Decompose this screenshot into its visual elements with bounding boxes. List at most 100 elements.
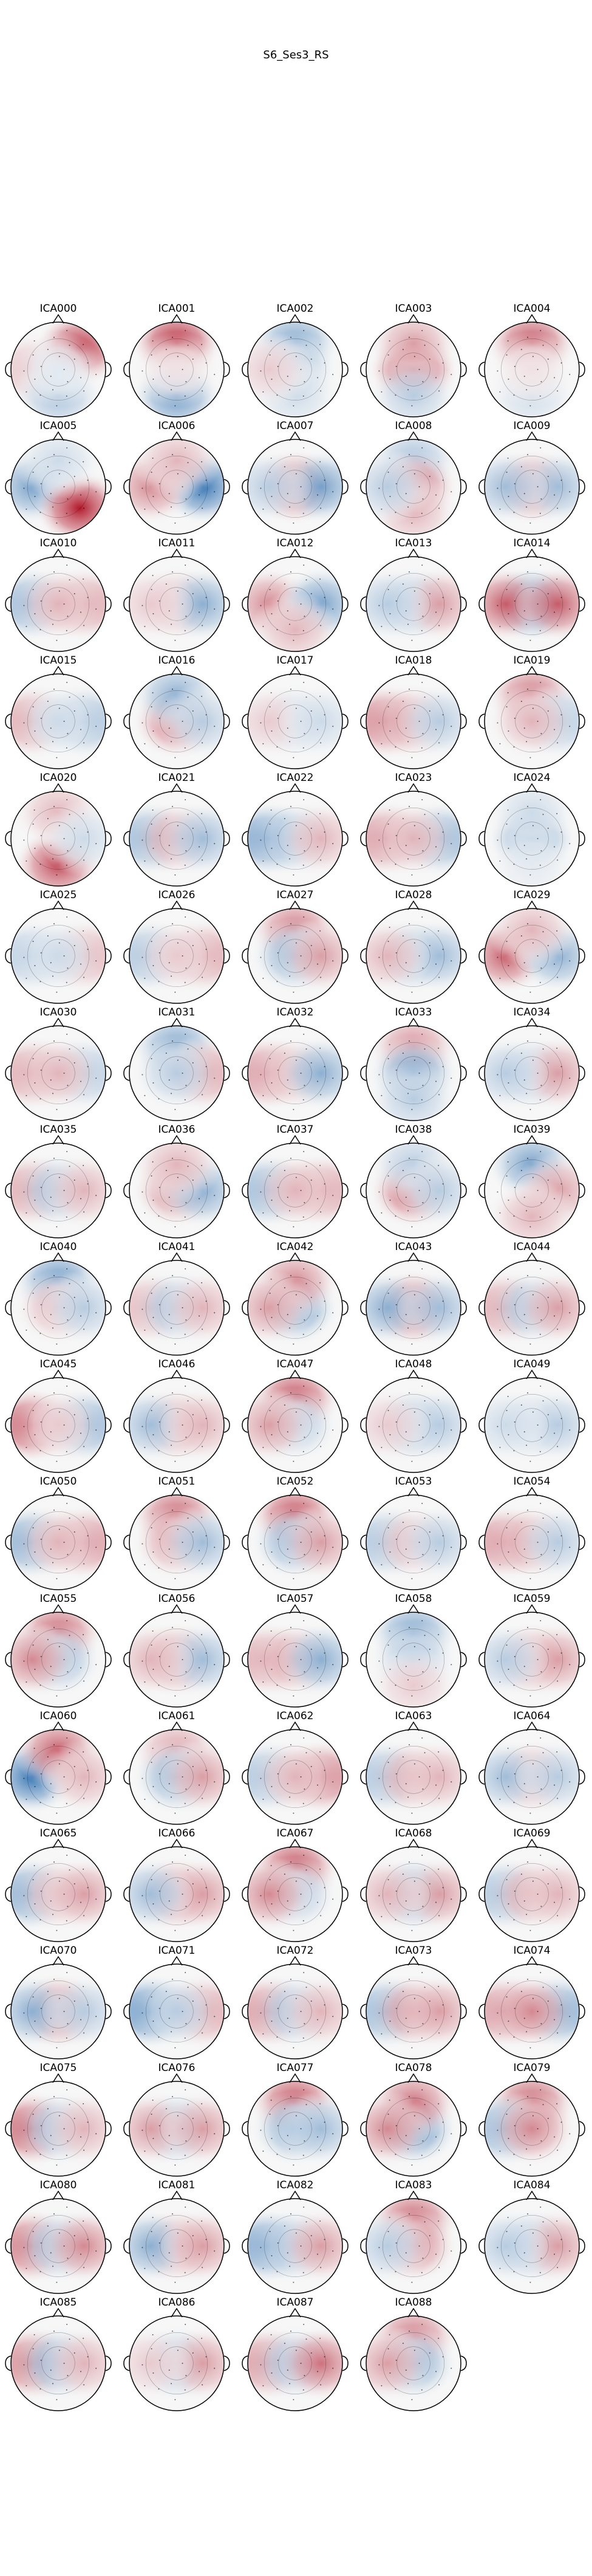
head-topomap <box>123 1604 230 1708</box>
right-ear-outline <box>460 1769 467 1785</box>
contour-line <box>515 352 549 386</box>
sensor-dot <box>66 2037 67 2039</box>
sensor-dot <box>569 843 571 845</box>
sensor-dot <box>182 1659 183 1660</box>
sensor-dot <box>295 1528 297 1530</box>
sensor-dot <box>66 1802 67 1804</box>
sensor-dot <box>319 812 321 814</box>
sensor-dot <box>83 1915 85 1917</box>
sensor-dot <box>39 746 41 748</box>
sensor-dot <box>26 391 27 393</box>
sensor-dot <box>435 1080 437 1082</box>
field-region-left <box>11 1621 78 1698</box>
right-ear-outline <box>579 948 585 964</box>
sensor-dot <box>422 850 424 852</box>
sensor-dot <box>171 1562 172 1564</box>
head-outline <box>484 1377 580 1473</box>
sensor-dot <box>304 967 305 969</box>
sensor-dot <box>556 2220 558 2222</box>
sensor-dot <box>451 1664 452 1666</box>
sensor-dot <box>421 2154 423 2156</box>
head-topomap <box>478 1838 585 1942</box>
sensor-dot <box>205 949 207 950</box>
sensor-dot <box>395 2125 397 2127</box>
sensor-dot <box>537 1190 539 1191</box>
head-outline <box>366 1025 461 1121</box>
sensor-dot <box>409 1627 410 1629</box>
component-label: ICA021 <box>158 772 196 784</box>
sensor-dot <box>537 838 539 839</box>
right-ear-outline <box>223 1417 230 1433</box>
contour-line <box>515 2229 549 2263</box>
head-outline <box>129 791 225 887</box>
sensor-dot <box>421 916 423 918</box>
sensor-dot <box>409 806 410 808</box>
topomap-ica034: ICA034 <box>474 1006 590 1122</box>
sensor-dot <box>520 818 522 820</box>
sensor-dot <box>158 2360 160 2361</box>
sensor-dot <box>151 354 152 356</box>
nose-outline <box>289 1369 301 1379</box>
sensor-dot <box>171 1679 172 1681</box>
sensor-dot <box>66 2272 67 2273</box>
sensor-dot <box>277 366 279 368</box>
sensor-dot <box>182 2363 183 2364</box>
left-ear-outline <box>478 1065 485 1081</box>
right-ear-outline <box>105 1183 112 1198</box>
sensor-dot <box>202 1094 203 1096</box>
contour-line <box>41 1525 75 1559</box>
component-label: ICA087 <box>276 2296 314 2309</box>
sensor-dot <box>526 623 528 625</box>
contour-line <box>160 352 194 386</box>
sensor-dot <box>202 1328 203 1330</box>
contour-line <box>41 470 75 504</box>
sensor-dot <box>185 2089 186 2090</box>
sensor-dot <box>569 2250 571 2252</box>
field-region-left <box>485 448 551 525</box>
sensor-dot <box>152 2137 154 2139</box>
sensor-dot <box>202 1798 203 1799</box>
field-region-center <box>13 683 104 760</box>
sensor-dot <box>47 2225 49 2227</box>
sensor-dot <box>177 1294 179 1296</box>
sensor-dot <box>52 506 54 508</box>
sensor-dot <box>506 1293 508 1294</box>
sensor-dot <box>413 1646 415 1647</box>
topomap-ica072: ICA072 <box>237 1945 353 2060</box>
sensor-dot <box>547 2234 549 2236</box>
sensor-dot <box>144 508 146 510</box>
sensor-dot <box>52 1093 54 1094</box>
sensor-dot <box>310 827 312 829</box>
sensor-dot <box>527 1510 529 1511</box>
sensor-dot <box>532 825 534 826</box>
sensor-dot <box>402 818 404 820</box>
contour-line <box>500 2097 563 2160</box>
sensor-dot <box>80 2136 82 2138</box>
sensor-dot <box>520 1287 522 1289</box>
sensor-dot <box>527 1392 529 1394</box>
sensor-dot <box>418 1307 420 1308</box>
sensor-dot <box>514 1304 515 1306</box>
sensor-dot <box>438 1328 440 1330</box>
right-ear-outline <box>105 713 112 729</box>
sensor-dot <box>557 1563 559 1565</box>
topomap-field <box>11 2081 106 2176</box>
sensor-dot <box>184 512 186 514</box>
sensor-dot <box>187 1283 189 1285</box>
sensor-dot <box>305 2338 307 2340</box>
sensor-dot <box>83 1798 85 1799</box>
topomap-ica030: ICA030 <box>0 1006 117 1122</box>
sensor-dot <box>40 600 42 602</box>
topomap-field <box>129 1964 224 2059</box>
left-ear-outline <box>5 1417 12 1433</box>
sensor-dot <box>177 590 179 592</box>
field-region-right <box>39 2325 106 2402</box>
sensor-dot <box>260 1895 262 1897</box>
nose-outline <box>289 1838 301 1849</box>
sensor-dot <box>277 2008 279 2010</box>
sensor-dot <box>63 369 65 370</box>
sensor-dot <box>540 564 542 566</box>
sensor-dot <box>270 2100 272 2101</box>
sensor-dot <box>205 2004 207 2006</box>
sensor-dot <box>83 578 84 580</box>
